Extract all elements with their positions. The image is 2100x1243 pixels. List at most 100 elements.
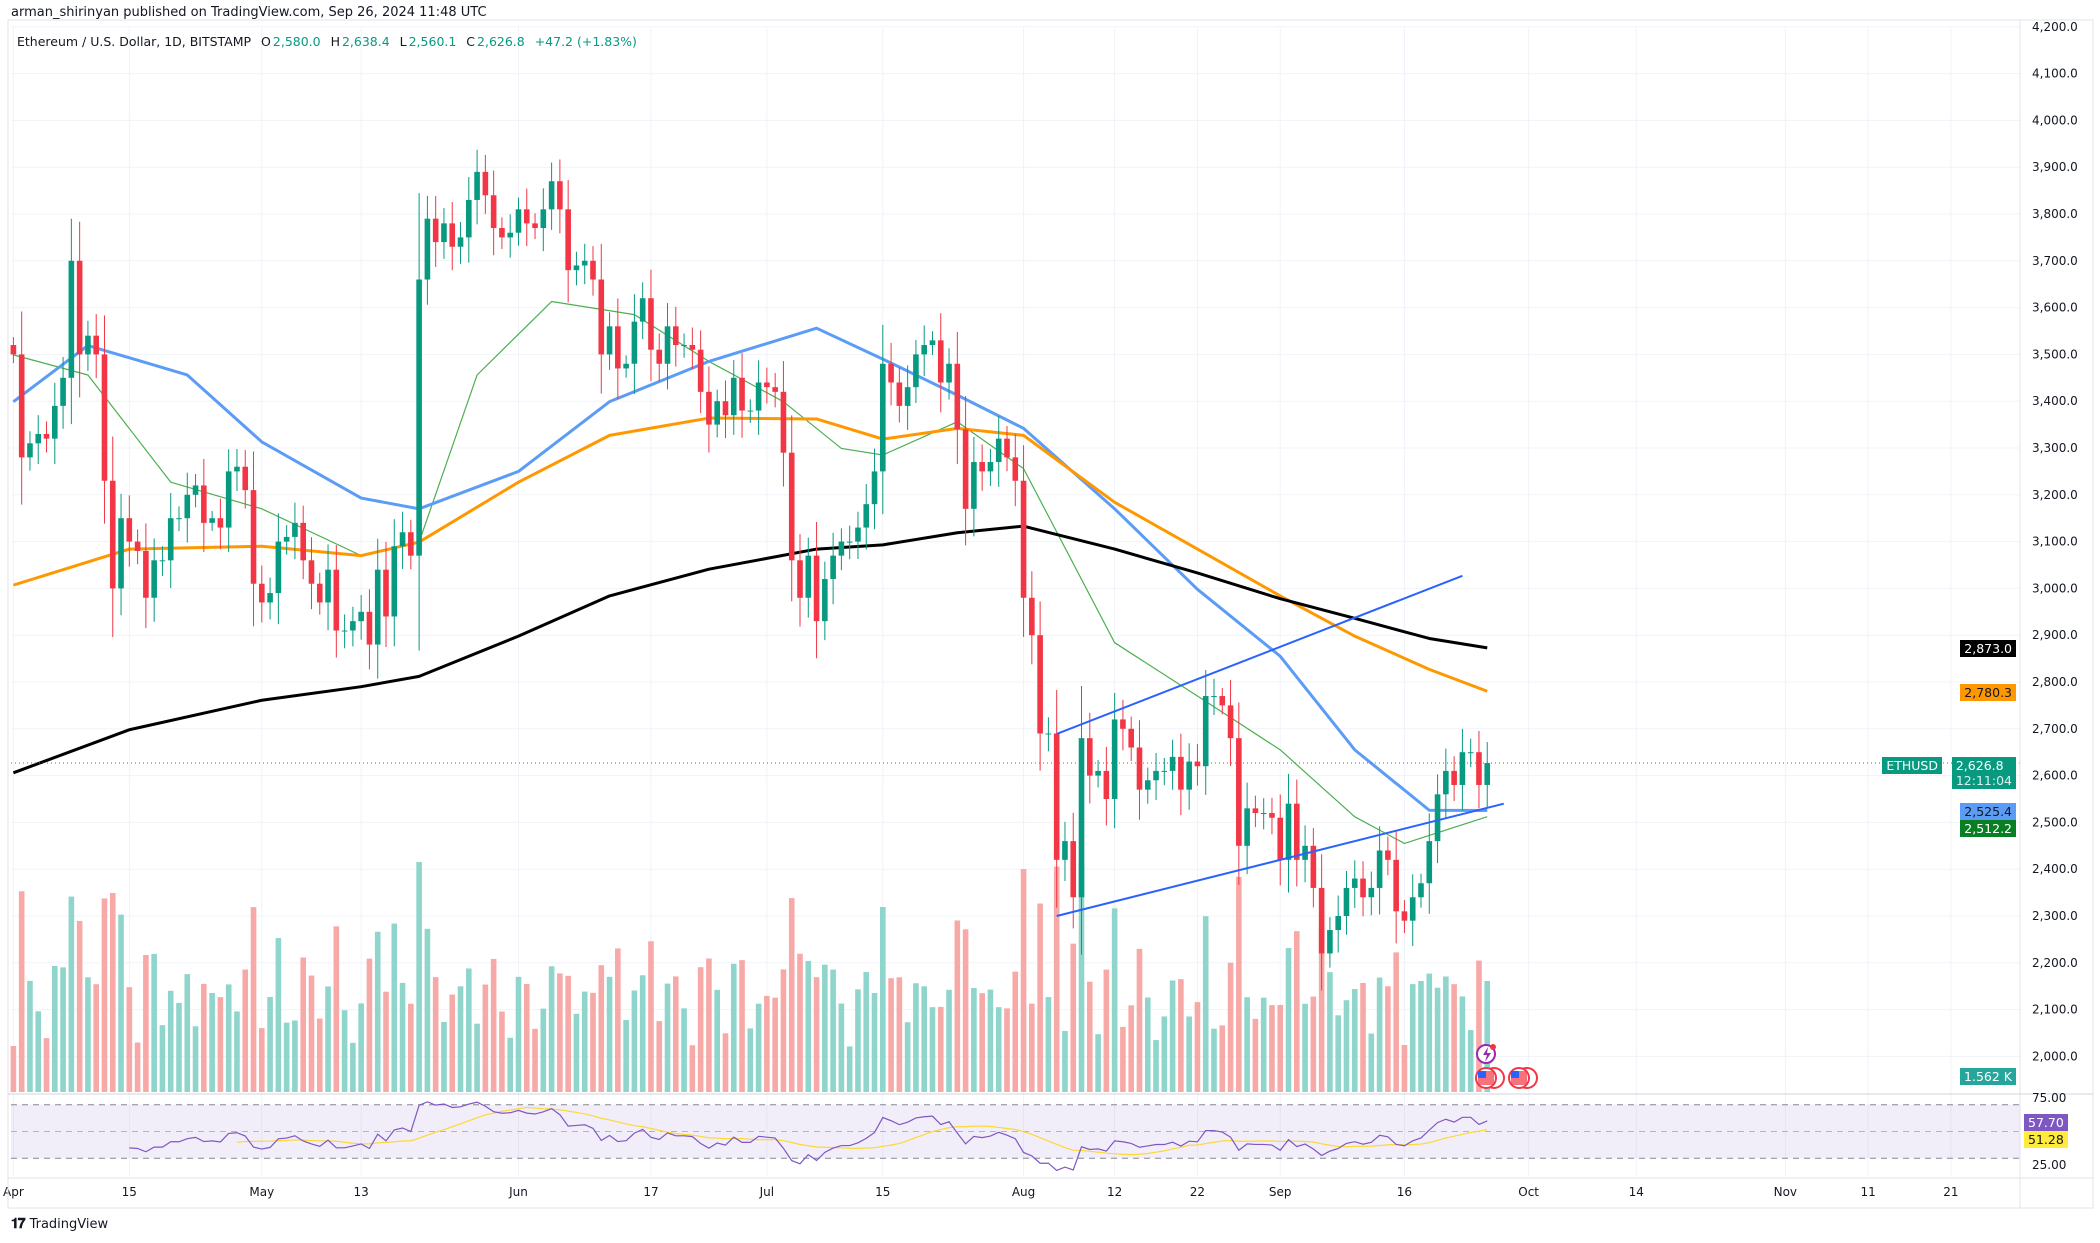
candle-body: [855, 527, 861, 542]
candle-body: [1467, 752, 1474, 754]
symbol-legend: Ethereum / U.S. Dollar, 1D, BITSTAMP O 2,…: [17, 34, 639, 49]
candle-body: [159, 560, 166, 562]
candle-body: [316, 583, 323, 603]
volume-bar: [946, 989, 952, 1092]
candle-body: [457, 237, 464, 247]
volume-bar: [176, 1002, 182, 1092]
volume-bar: [772, 997, 778, 1092]
candle-body: [1335, 916, 1341, 931]
candle-body: [1252, 808, 1259, 814]
trendline-lower: [1056, 802, 1505, 917]
candle-body: [523, 209, 530, 224]
candle-body: [93, 335, 99, 355]
rsi-line: [129, 1101, 1488, 1172]
candle-body: [805, 555, 812, 598]
volume-bar: [118, 914, 124, 1092]
candle-body: [1153, 770, 1159, 781]
us-flag-event-icon[interactable]: [1475, 1067, 1505, 1089]
volume-bar: [1343, 1000, 1350, 1092]
candle-body: [896, 382, 903, 406]
candle-body: [1161, 770, 1168, 772]
candle-body: [631, 321, 638, 364]
candle-body: [466, 199, 472, 238]
volume-bar: [1451, 984, 1457, 1092]
symbol-title[interactable]: Ethereum / U.S. Dollar, 1D, BITSTAMP: [17, 34, 252, 49]
candle-body: [573, 265, 580, 271]
close-value: 2,626.8: [477, 34, 525, 49]
volume-bar: [43, 1038, 50, 1092]
x-tick-label: 21: [1943, 1185, 1958, 1199]
lightning-event-icon[interactable]: [1476, 1044, 1496, 1064]
candle-body: [234, 466, 240, 472]
candle-body: [648, 298, 654, 350]
volume-bar: [1111, 908, 1118, 1092]
candle-body: [714, 401, 720, 425]
candle-body: [971, 462, 977, 509]
candle-body: [780, 391, 787, 453]
candle-body: [267, 593, 273, 603]
candle-body: [548, 181, 555, 210]
volume-bar: [457, 986, 464, 1092]
candle-body: [1144, 780, 1151, 790]
candle-body: [424, 218, 431, 280]
volume-bar: [399, 982, 406, 1092]
volume-bar: [441, 1021, 447, 1092]
volume-bar: [846, 1046, 853, 1092]
footer[interactable]: 𝟏𝟕 TradingView: [11, 1216, 108, 1232]
volume-bar: [971, 988, 977, 1092]
volume-bar: [1401, 1045, 1408, 1092]
candle-body: [1327, 930, 1333, 954]
us-flag-event-icon[interactable]: [1508, 1067, 1538, 1089]
candle-body: [764, 382, 770, 388]
volume-bar: [1467, 1030, 1474, 1092]
volume-bar: [308, 975, 315, 1092]
y-tick-label: 4,000.0: [2032, 113, 2078, 127]
x-tick-label: 12: [1107, 1185, 1122, 1199]
volume-bar: [134, 1042, 141, 1092]
trendlines[interactable]: [11, 574, 2020, 917]
candle-body: [515, 209, 522, 233]
candle-body: [333, 569, 340, 631]
candle-body: [192, 485, 199, 495]
candle-body: [1062, 841, 1068, 860]
volume-bar: [432, 977, 439, 1092]
trendline-upper: [1056, 574, 1463, 735]
candle-body: [1244, 808, 1250, 846]
candle-body: [1020, 480, 1027, 598]
event-icons[interactable]: [1475, 1044, 1538, 1089]
candle-body: [275, 541, 282, 594]
volume-bar: [1310, 996, 1317, 1092]
volume-bar: [1393, 952, 1399, 1092]
candle-body: [1053, 733, 1060, 860]
candle-body: [755, 382, 762, 411]
volume-bar: [830, 969, 836, 1092]
volume-bar: [1053, 866, 1060, 1092]
tradingview-logo-icon: 𝟏𝟕: [11, 1216, 26, 1232]
volume-bar: [937, 1006, 944, 1092]
y-tick-label: 2,400.0: [2032, 862, 2078, 876]
candle-body: [1294, 803, 1300, 860]
volume-bar: [1078, 862, 1085, 1092]
x-tick-label: Jul: [759, 1185, 774, 1199]
volume-bar: [1434, 987, 1441, 1092]
volume-bar: [1012, 971, 1019, 1092]
volume-bar: [93, 984, 99, 1092]
volume-bar: [1004, 1008, 1010, 1092]
y-tick-label: 2,900.0: [2032, 628, 2078, 642]
candle-body: [1169, 756, 1176, 771]
volume-bar: [697, 967, 704, 1092]
candle-body: [441, 223, 447, 243]
y-tick-label: 3,900.0: [2032, 160, 2078, 174]
candle-body: [308, 560, 315, 584]
candle-body: [416, 279, 422, 556]
volume-bar: [184, 974, 191, 1092]
volume-bar: [689, 1045, 696, 1092]
x-tick-label: 11: [1860, 1185, 1875, 1199]
volume-bar: [1376, 977, 1383, 1092]
candle-body: [590, 260, 596, 280]
candle-body: [1351, 878, 1358, 888]
candle-body: [1277, 817, 1284, 860]
candle-body: [954, 363, 961, 430]
volume-bar: [474, 1023, 480, 1092]
